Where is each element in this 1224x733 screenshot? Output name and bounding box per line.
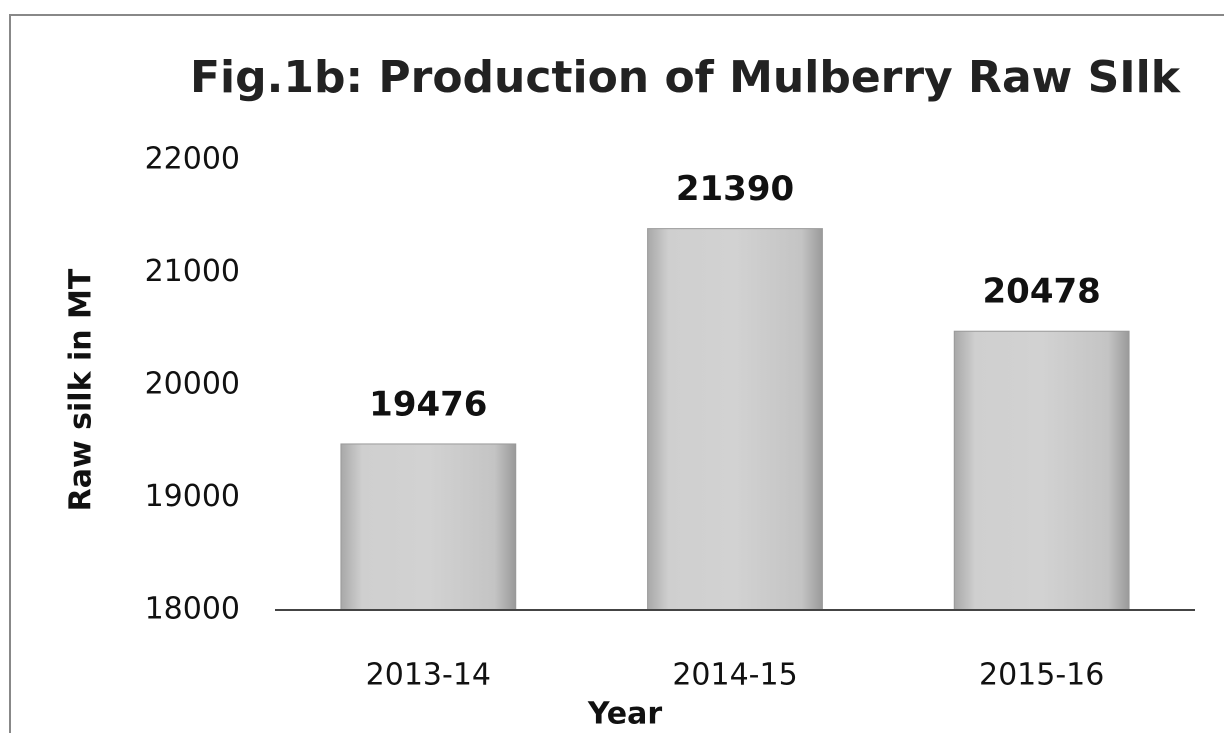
y-tick-label: 22000 [145, 142, 240, 177]
bar [953, 330, 1130, 611]
x-tick-label: 2015-16 [979, 658, 1104, 693]
value-label: 19476 [369, 384, 487, 424]
value-label: 21390 [676, 169, 794, 209]
y-tick-label: 20000 [145, 367, 240, 402]
chart-border [9, 14, 1224, 733]
y-tick-label: 19000 [145, 479, 240, 514]
value-label: 20478 [983, 272, 1101, 312]
y-tick-label: 18000 [145, 592, 240, 627]
x-tick-label: 2013-14 [366, 658, 491, 693]
x-tick-label: 2014-15 [672, 658, 797, 693]
bar [647, 228, 823, 611]
chart-title: Fig.1b: Production of Mulberry Raw SIlk [190, 52, 1182, 103]
bar [340, 443, 517, 611]
y-tick-label: 21000 [145, 254, 240, 289]
y-axis-title: Raw silk in MT [64, 268, 99, 511]
x-axis-title: Year [587, 697, 663, 732]
